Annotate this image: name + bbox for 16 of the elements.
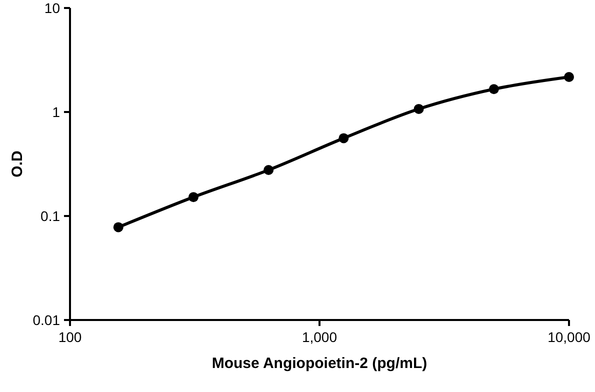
point — [113, 222, 124, 232]
point — [188, 192, 198, 202]
y-tick-label: 0.1 — [40, 208, 60, 224]
point — [488, 84, 499, 94]
x-tick-label: 1,000 — [302, 329, 338, 345]
point — [564, 72, 574, 82]
point — [264, 164, 274, 175]
y-axis-title: O.D — [9, 150, 26, 178]
point — [414, 104, 424, 114]
y-tick-label: 0.01 — [32, 312, 60, 328]
x-tick-label: 100 — [58, 329, 82, 345]
point — [338, 133, 349, 144]
x-axis-title: Mouse Angiopoietin-2 (pg/mL) — [212, 355, 428, 372]
x-tick-label: 10,000 — [548, 329, 591, 345]
y-tick-label: 1 — [52, 104, 60, 120]
y-tick-label: 10 — [44, 0, 60, 16]
